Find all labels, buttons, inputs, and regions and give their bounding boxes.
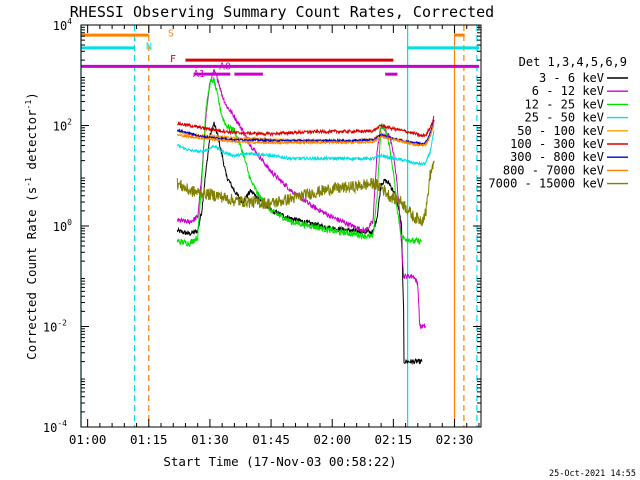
chart-title: RHESSI Observing Summary Count Rates, Co…: [70, 3, 494, 21]
series-line-4: [176, 130, 435, 167]
series-line-6: [177, 115, 435, 138]
x-tick-label-1: 01:00: [69, 432, 107, 447]
x-tick-label-5: 02:00: [313, 432, 351, 447]
legend-entry-label-4: 25 - 50 keV: [525, 111, 604, 125]
legend-entry-label-8: 800 - 7000 keV: [503, 163, 604, 177]
series-line-8: [176, 121, 435, 148]
plot-border: [80, 24, 482, 428]
flag-label-f: F: [170, 54, 176, 65]
y-tick-label-2: 10-2: [43, 319, 67, 335]
x-axis: 01:00 01:15 01:30 01:45 02:00 02:15 02:30: [69, 25, 480, 447]
x-tick-label-4: 01:45: [252, 432, 290, 447]
series-line-9: [176, 160, 435, 227]
y-tick-label-4: 102: [53, 118, 72, 134]
y-axis: 10-4 10-2 100 102 104: [43, 17, 481, 435]
x-tick-label-7: 02:30: [436, 432, 474, 447]
legend-title: Det 1,3,4,5,6,9: [519, 55, 627, 69]
y-tick-label-5: 104: [53, 17, 72, 33]
x-axis-label: Start Time (17-Nov-03 00:58:22): [163, 454, 396, 469]
legend-entry-label-9: 7000 - 15000 keV: [488, 177, 604, 191]
legend-entry-label-6: 100 - 300 keV: [510, 137, 604, 151]
flag-label-a0: A0: [219, 61, 231, 72]
legend-entry-label-3: 12 - 25 keV: [525, 97, 604, 111]
plot-area: S N F A0 A1: [80, 24, 482, 428]
y-tick-label-1: 10-4: [43, 419, 67, 435]
legend-entry-label-7: 300 - 800 keV: [510, 150, 604, 164]
x-tick-label-6: 02:15: [375, 432, 413, 447]
flag-label-n: N: [146, 42, 152, 53]
flag-label-a1: A1: [193, 69, 205, 80]
legend-entry-label-1: 3 - 6 keV: [539, 71, 604, 85]
x-tick-label-2: 01:15: [130, 432, 168, 447]
y-axis-label: Corrected Count Rate (s-1 detector-1): [24, 92, 39, 360]
legend-entry-label-2: 6 - 12 keV: [532, 84, 604, 98]
y-tick-label-3: 100: [53, 218, 72, 234]
flag-label-s: S: [168, 28, 174, 39]
footer-date: 25-Oct-2021 14:55: [549, 469, 636, 479]
x-tick-label-3: 01:30: [191, 432, 229, 447]
legend-entry-label-5: 50 - 100 keV: [517, 124, 604, 138]
